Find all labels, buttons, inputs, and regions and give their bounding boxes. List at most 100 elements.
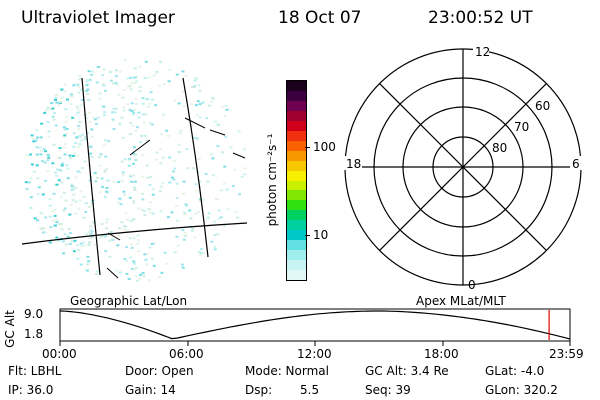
emission-pixel: [75, 112, 79, 115]
emission-pixel: [85, 93, 89, 95]
emission-pixel: [36, 136, 39, 139]
x-tick-0600: 06:00: [169, 347, 204, 361]
emission-pixel: [159, 148, 162, 151]
emission-pixel: [143, 253, 147, 256]
emission-pixel: [226, 208, 230, 211]
emission-pixel: [118, 70, 122, 73]
emission-pixel: [129, 88, 133, 91]
emission-pixel: [87, 231, 91, 234]
emission-pixel: [90, 70, 94, 73]
emission-pixel: [77, 85, 81, 88]
emission-pixel: [34, 138, 38, 141]
emission-pixel: [195, 137, 199, 140]
emission-pixel: [95, 176, 99, 179]
emission-pixel: [68, 243, 72, 245]
emission-pixel: [216, 124, 220, 127]
emission-pixel: [61, 240, 65, 243]
emission-pixel: [120, 160, 124, 163]
emission-pixel: [27, 181, 31, 184]
emission-pixel: [77, 249, 81, 251]
emission-pixel: [111, 111, 115, 114]
emission-pixel: [65, 98, 69, 101]
emission-pixel: [195, 77, 199, 80]
emission-pixel: [63, 128, 67, 131]
emission-pixel: [66, 235, 70, 238]
emission-pixel: [141, 272, 145, 275]
emission-pixel: [152, 74, 156, 77]
emission-pixel: [184, 205, 188, 208]
emission-pixel: [38, 146, 42, 149]
emission-pixel: [183, 105, 186, 108]
emission-pixel: [132, 260, 136, 263]
emission-pixel: [122, 88, 126, 91]
color-swatch: [287, 270, 306, 281]
emission-pixel: [118, 227, 122, 230]
emission-pixel: [240, 175, 244, 178]
emission-pixel: [157, 84, 161, 87]
emission-pixel: [53, 112, 56, 115]
emission-pixel: [229, 146, 233, 149]
dsp-value: 5.5: [300, 383, 320, 397]
emission-pixel: [175, 73, 179, 76]
emission-pixel: [85, 117, 89, 120]
emission-pixel: [205, 117, 209, 120]
emission-pixel: [129, 122, 133, 125]
emission-pixel: [134, 97, 138, 100]
emission-pixel: [177, 151, 181, 153]
emission-pixel: [87, 241, 91, 244]
emission-pixel: [198, 89, 202, 92]
emission-pixel: [98, 98, 102, 101]
emission-pixel: [196, 211, 200, 214]
emission-pixel: [157, 276, 161, 279]
emission-pixel: [162, 113, 165, 116]
emission-pixel: [109, 79, 113, 82]
emission-pixel: [132, 108, 136, 111]
emission-pixel: [104, 89, 107, 92]
emission-pixel: [46, 157, 50, 160]
emission-pixel: [159, 60, 163, 63]
emission-pixel: [50, 210, 54, 213]
emission-pixel: [46, 153, 50, 156]
emission-pixel: [112, 128, 116, 130]
emission-pixel: [191, 227, 195, 230]
emission-pixel: [72, 132, 76, 135]
emission-pixel: [89, 229, 93, 232]
emission-pixel: [141, 154, 145, 157]
emission-pixel: [128, 196, 132, 199]
emission-pixel: [231, 185, 235, 188]
emission-pixel: [105, 168, 109, 170]
emission-pixel: [221, 105, 224, 108]
emission-pixel: [223, 224, 226, 227]
emission-pixel: [51, 162, 55, 165]
emission-pixel: [65, 116, 69, 119]
emission-pixel: [87, 244, 91, 247]
emission-pixel: [200, 248, 203, 250]
emission-pixel: [201, 101, 205, 104]
emission-pixel: [129, 175, 133, 178]
longitude-line-east: [182, 77, 209, 258]
emission-pixel: [219, 189, 223, 192]
emission-pixel: [221, 151, 225, 154]
emission-pixel: [145, 252, 149, 255]
emission-pixel: [144, 258, 148, 261]
color-tick-label-100: 100: [313, 140, 336, 154]
emission-pixel: [133, 189, 137, 191]
emission-pixel: [136, 242, 140, 245]
emission-pixel: [54, 171, 58, 174]
emission-pixel: [217, 217, 221, 220]
color-swatch: [287, 140, 306, 151]
emission-pixel: [36, 177, 40, 180]
color-swatch: [287, 160, 306, 171]
emission-pixel: [134, 153, 138, 156]
emission-pixel: [67, 228, 71, 231]
emission-pixel: [41, 193, 45, 196]
color-swatch: [287, 100, 306, 111]
emission-pixel: [66, 167, 70, 170]
emission-pixel: [117, 235, 121, 238]
emission-pixel: [89, 225, 93, 228]
emission-pixel: [125, 246, 129, 249]
emission-pixel: [89, 236, 93, 239]
emission-pixel: [89, 202, 93, 205]
emission-pixel: [204, 172, 208, 175]
emission-pixel: [103, 195, 107, 198]
